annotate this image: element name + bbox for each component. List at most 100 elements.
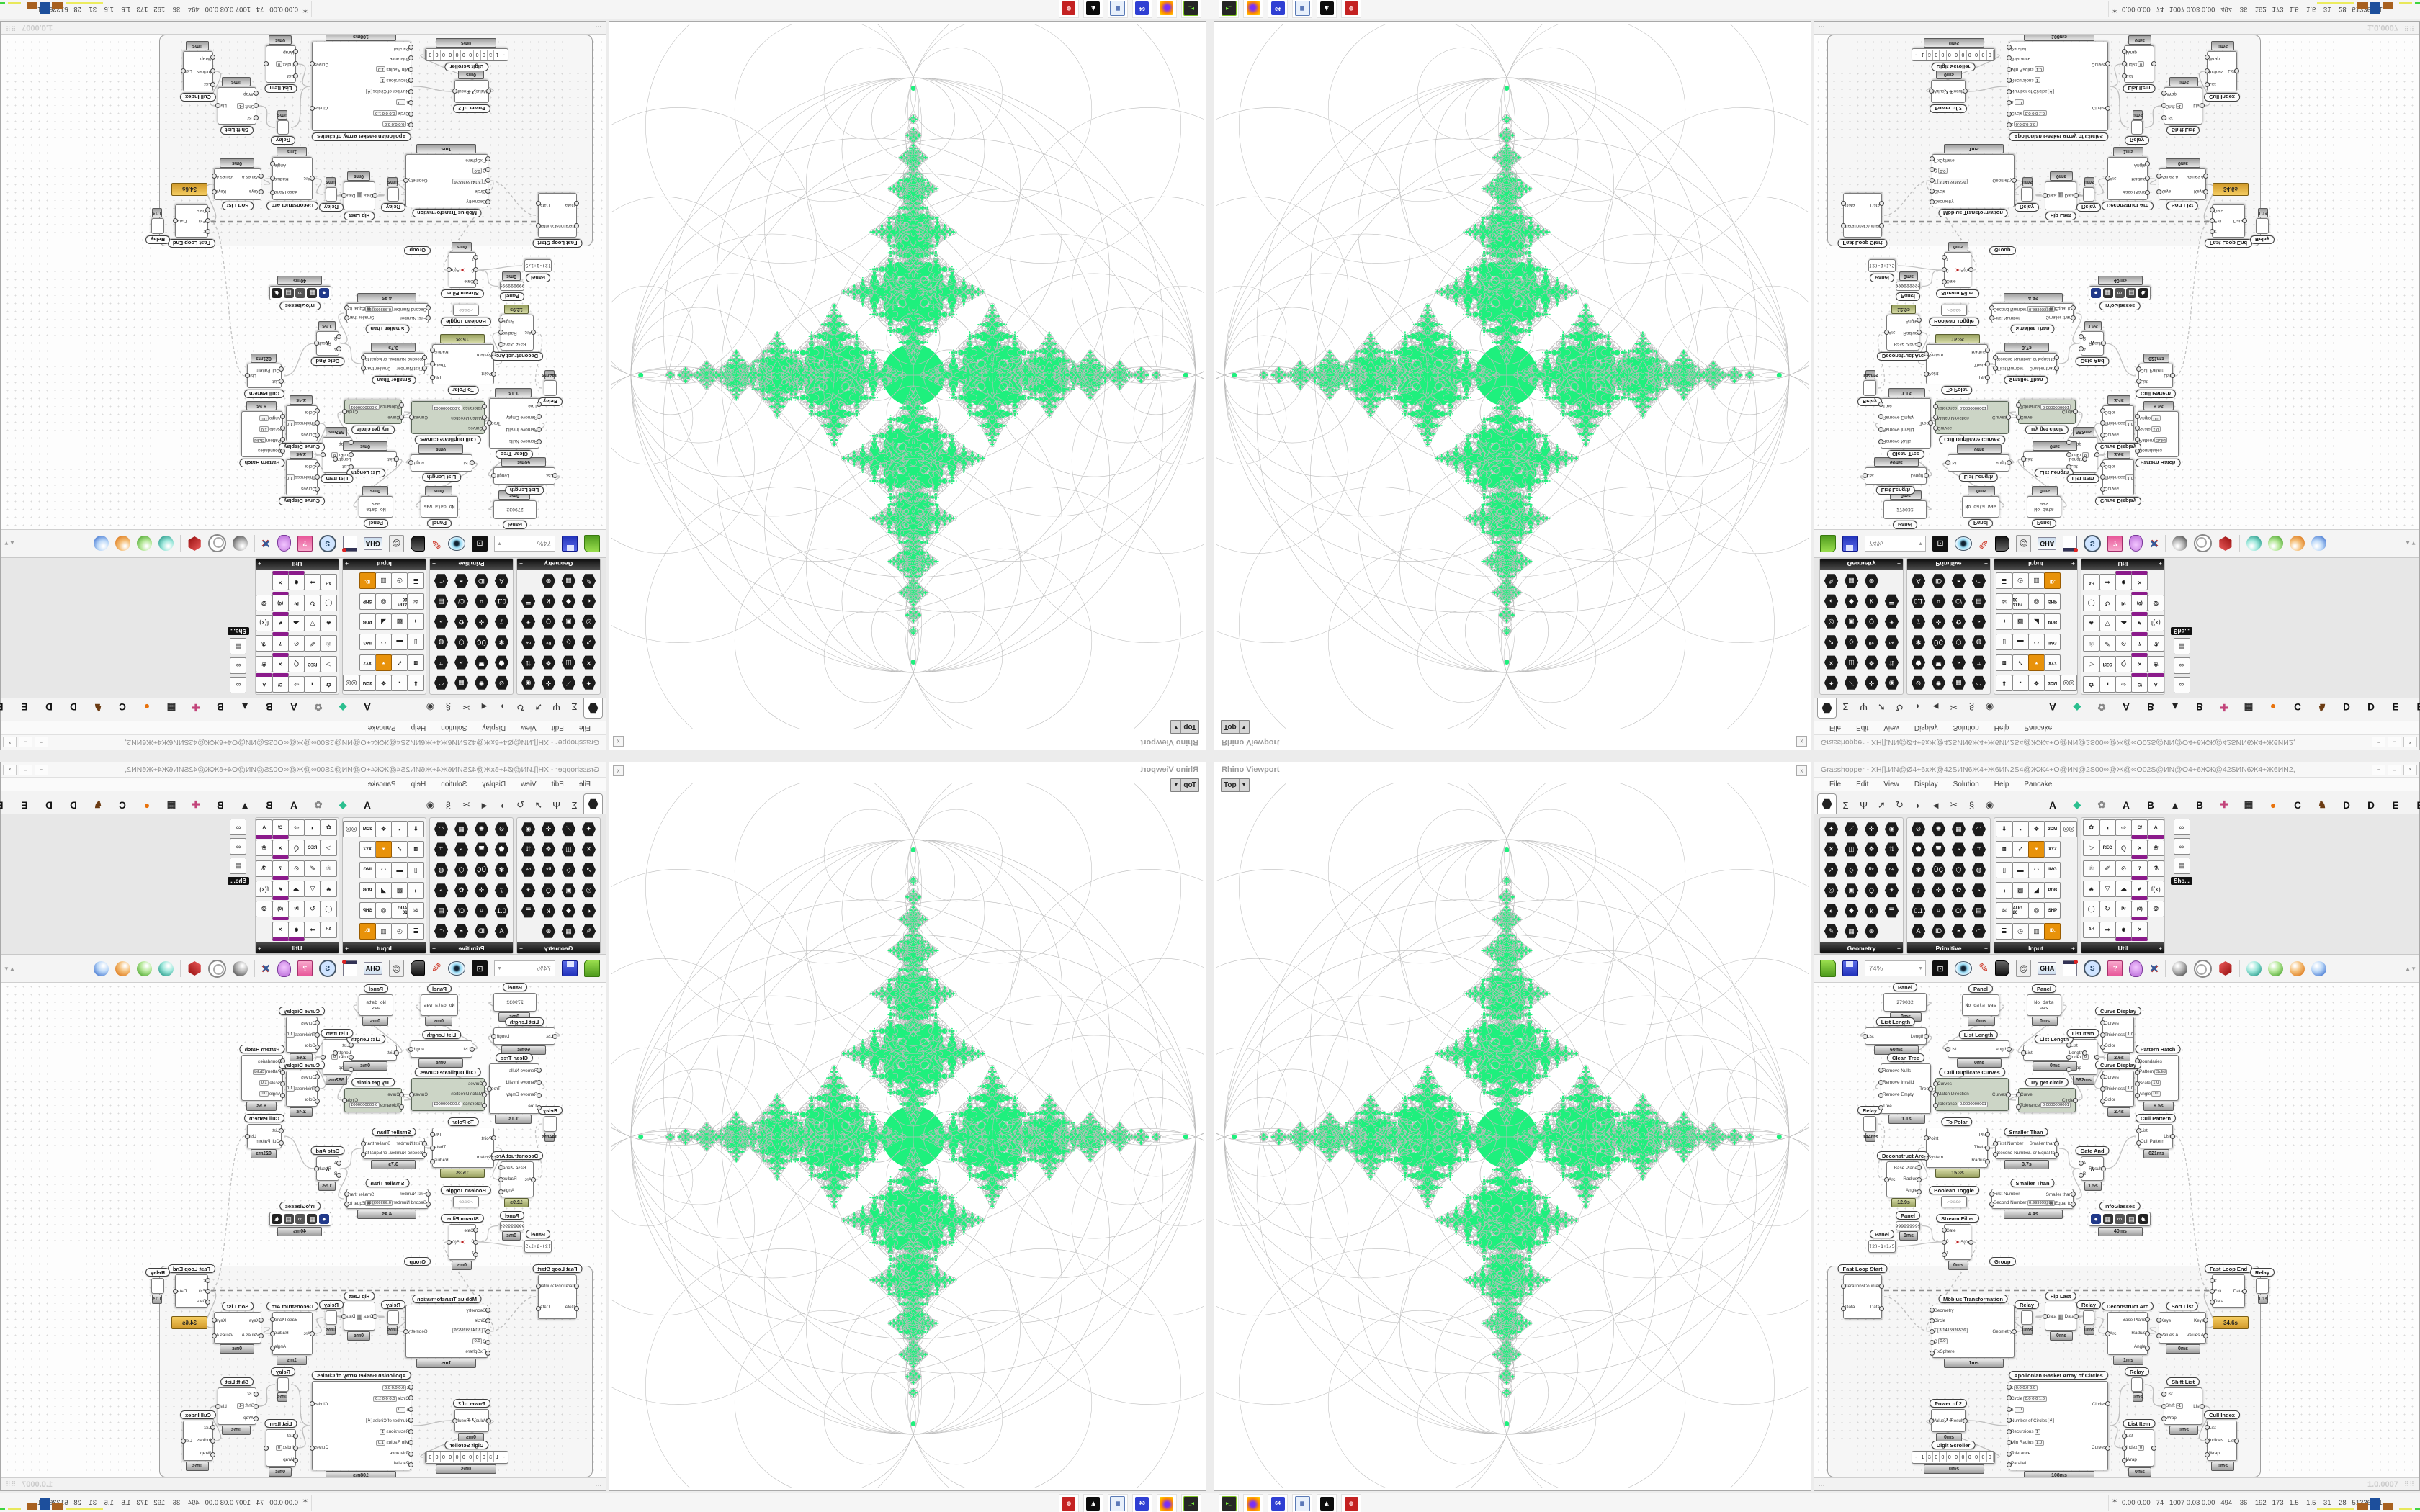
tab-icon-6[interactable]: ✂: [1945, 698, 1963, 716]
component-icon[interactable]: ❀: [256, 840, 273, 857]
component-icon[interactable]: IMG: [2044, 861, 2061, 878]
node-curve-display[interactable]: Curve Display Curves Thickness 1.0 Color 2.6s: [2094, 1007, 2142, 1063]
component-icon[interactable]: ◖: [2099, 675, 2116, 693]
palette-label-primitive[interactable]: Primitive +: [1907, 942, 1990, 953]
tab-params-active[interactable]: [1817, 793, 1837, 814]
component-icon[interactable]: ID: [1931, 573, 1946, 588]
component-icon[interactable]: ID.: [2044, 922, 2061, 940]
component-icon[interactable]: ◉: [288, 571, 305, 591]
palette-label-input[interactable]: Input +: [343, 942, 426, 953]
tab-icon-0[interactable]: Σ: [565, 698, 583, 716]
node-relay[interactable]: Relay 0ms: [270, 110, 296, 145]
component-icon[interactable]: XYZ: [359, 841, 376, 858]
node-shift-list[interactable]: Shift List List Shift -1 Wrap List 0ms: [215, 77, 259, 135]
component-icon[interactable]: ◎: [581, 614, 596, 629]
component-icon[interactable]: ◚: [1931, 655, 1946, 670]
component-icon[interactable]: ⊘: [494, 822, 509, 837]
component-icon[interactable]: ✕: [272, 840, 289, 860]
tab-plugin-0[interactable]: A: [2044, 796, 2061, 814]
component-icon[interactable]: ≋: [1996, 593, 2013, 610]
component-icon[interactable]: ♣: [320, 614, 337, 631]
node-fast-loop-start[interactable]: Fast Loop Start Iterations Data Counter Data: [1837, 1264, 1888, 1319]
tab-icon-2[interactable]: ➚: [529, 796, 547, 814]
component-icon[interactable]: ÜÇ: [1931, 634, 1946, 649]
tab-icon-2[interactable]: ➚: [529, 698, 547, 716]
palette-label-util[interactable]: Util +: [2081, 942, 2164, 953]
rhino-red-icon[interactable]: ◍: [1059, 0, 1079, 18]
component-icon[interactable]: ✕: [272, 652, 289, 672]
gem-icon[interactable]: [187, 961, 202, 976]
component-icon[interactable]: ◎: [2027, 593, 2045, 610]
tab-plugin-8[interactable]: ▦: [2240, 796, 2257, 814]
component-icon[interactable]: ✛: [541, 822, 556, 837]
menu-pancake[interactable]: Pancake: [2024, 780, 2052, 788]
component-icon[interactable]: ✾: [494, 634, 509, 649]
node-list-item[interactable]: List ItemListIndex0Wrapi0ms: [2122, 35, 2156, 93]
annotation-icon[interactable]: @: [2016, 960, 2032, 977]
component-icon[interactable]: ✦: [1824, 675, 1839, 690]
component-icon[interactable]: ◎◎: [343, 821, 360, 838]
annotation-icon[interactable]: @: [388, 535, 404, 552]
overflow-icon[interactable]: ∞: [230, 657, 247, 674]
component-icon[interactable]: ▥: [375, 572, 393, 590]
component-icon[interactable]: f(x): [2147, 614, 2164, 631]
component-icon[interactable]: ▪: [2012, 674, 2029, 691]
node-try-get-circle[interactable]: Try get circle Curve Tolerance 0.0000000001…: [342, 400, 404, 434]
component-icon[interactable]: ⬟: [494, 842, 509, 857]
component-icon[interactable]: ◓: [1951, 924, 1966, 938]
component-icon[interactable]: 7: [494, 614, 509, 629]
tab-plugin-10[interactable]: C: [2289, 698, 2306, 716]
tab-plugin-2[interactable]: ✿: [2093, 796, 2110, 814]
component-icon[interactable]: ◇: [561, 863, 576, 878]
component-icon[interactable]: ⚗: [256, 635, 273, 652]
node-fip-last[interactable]: Fip Last Data Data ▥ 0ms: [2043, 1292, 2079, 1341]
gimp-icon[interactable]: ◭: [1083, 0, 1103, 18]
gha-assembly-icon[interactable]: GHA: [2038, 962, 2057, 975]
maximize-button[interactable]: □: [2388, 737, 2401, 748]
component-icon[interactable]: ▽: [2099, 614, 2116, 631]
show-more-chip[interactable]: Sho...: [228, 877, 249, 885]
component-icon[interactable]: ▩: [2012, 882, 2029, 899]
component-icon[interactable]: ❖: [375, 821, 393, 838]
component-icon[interactable]: Q: [2115, 840, 2132, 857]
node-curve-display[interactable]: Curve Display Curves Thickness 1.0 Color 2.4s: [278, 395, 326, 451]
component-icon[interactable]: ≋: [407, 593, 424, 610]
component-icon[interactable]: Q: [1864, 883, 1879, 898]
node-fast-loop-start[interactable]: Fast Loop Start Iterations Data Counter Data: [532, 1264, 583, 1319]
component-icon[interactable]: ÜÇ: [474, 863, 489, 878]
component-icon[interactable]: ▦: [454, 822, 469, 837]
component-icon[interactable]: ✎: [581, 924, 596, 939]
tab-plugin-10[interactable]: C: [114, 698, 131, 716]
speaker-object-icon[interactable]: [410, 536, 425, 552]
component-icon[interactable]: ✦: [1824, 822, 1839, 837]
tab-icon-2[interactable]: ➚: [1873, 796, 1891, 814]
component-icon[interactable]: ⊛: [541, 573, 556, 588]
component-icon[interactable]: C/: [2131, 819, 2148, 840]
component-icon[interactable]: ◐: [581, 594, 596, 609]
tab-plugin-2[interactable]: ✿: [310, 796, 327, 814]
component-icon[interactable]: ▥: [2027, 922, 2045, 940]
tab-plugin-12[interactable]: D: [2338, 698, 2355, 716]
tab-plugin-13[interactable]: D: [40, 796, 58, 814]
tab-plugin-10[interactable]: C: [2289, 796, 2306, 814]
component-icon[interactable]: 3DM: [2044, 674, 2061, 691]
component-icon[interactable]: 0.1: [494, 594, 509, 609]
menu-pancake[interactable]: Pancake: [2024, 724, 2052, 732]
help-gift-icon[interactable]: ?: [297, 960, 313, 976]
component-icon[interactable]: ID: [1931, 924, 1946, 938]
component-icon[interactable]: ❖: [2027, 674, 2045, 691]
node-relay[interactable]: Relay 0ms: [2014, 1300, 2040, 1335]
node-clean-tree[interactable]: Clean Tree Remove Nulls Remove Invalid Remo…: [1878, 388, 1933, 459]
node-cull-index[interactable]: Cull Index List Indices Wrap List 0ms: [2204, 1410, 2240, 1471]
node-gate-and[interactable]: Gate And A B Result ∧ 1.5s: [310, 321, 345, 366]
palette-label-util[interactable]: Util +: [256, 559, 339, 570]
close-icon[interactable]: x: [613, 765, 624, 776]
component-icon[interactable]: ⌗: [474, 903, 489, 918]
component-icon[interactable]: k: [1864, 594, 1879, 609]
component-icon[interactable]: ❂: [256, 594, 273, 611]
node-cull-duplicate-curves[interactable]: Cull Duplicate Curves Curves Match Directi…: [409, 1068, 487, 1111]
component-icon[interactable]: ⊘: [1911, 675, 1926, 690]
component-icon[interactable]: ◔: [1951, 842, 1966, 857]
